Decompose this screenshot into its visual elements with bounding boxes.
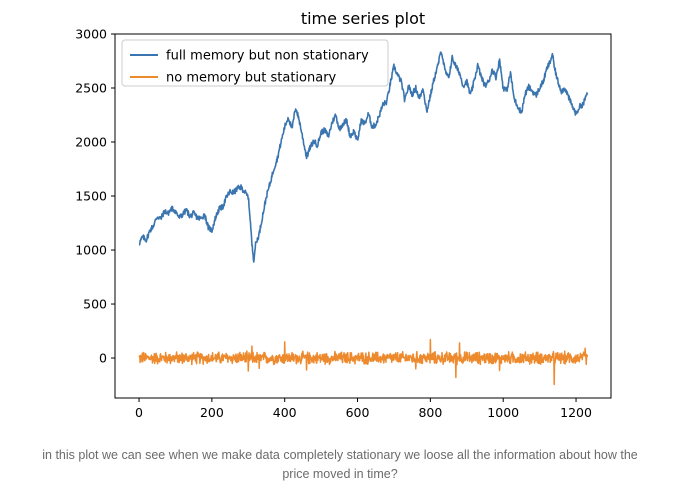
y-tick-label: 1500 — [75, 189, 107, 204]
time-series-chart: time series plot 0 200 400 600 800 1000 1200 0 5… — [75, 9, 612, 420]
axes-layer: 0 200 400 600 800 1000 1200 0 500 1000 1500 2000 250… — [75, 27, 612, 420]
series-line-no-memory — [138, 338, 589, 386]
y-tick-label: 3000 — [75, 27, 107, 42]
plot-frame — [114, 33, 612, 399]
chart-title: time series plot — [301, 9, 425, 28]
x-tick-label: 400 — [273, 405, 297, 420]
caption-line-1: in this plot we can see when we make dat… — [42, 448, 638, 462]
x-tick-label: 0 — [135, 405, 143, 420]
x-tick-label: 600 — [346, 405, 370, 420]
x-tick-label: 1200 — [560, 405, 592, 420]
legend: full memory but non stationary no memory… — [121, 39, 389, 87]
legend-label-full-memory: full memory but non stationary — [166, 49, 369, 64]
series-layer — [138, 51, 589, 386]
legend-box — [121, 39, 389, 87]
series-line-full-memory — [138, 51, 589, 263]
legend-label-no-memory: no memory but stationary — [166, 71, 337, 86]
y-tick-label: 2500 — [75, 81, 107, 96]
x-tick-label: 800 — [418, 405, 442, 420]
x-tick-label: 200 — [200, 405, 224, 420]
y-tick-label: 2000 — [75, 135, 107, 150]
y-tick-label: 500 — [83, 297, 107, 312]
y-tick-label: 1000 — [75, 243, 107, 258]
x-tick-label: 1000 — [487, 405, 519, 420]
caption-line-2: price moved in time? — [282, 467, 398, 481]
caption: in this plot we can see when we make dat… — [0, 446, 680, 484]
y-tick-label: 0 — [99, 351, 107, 366]
